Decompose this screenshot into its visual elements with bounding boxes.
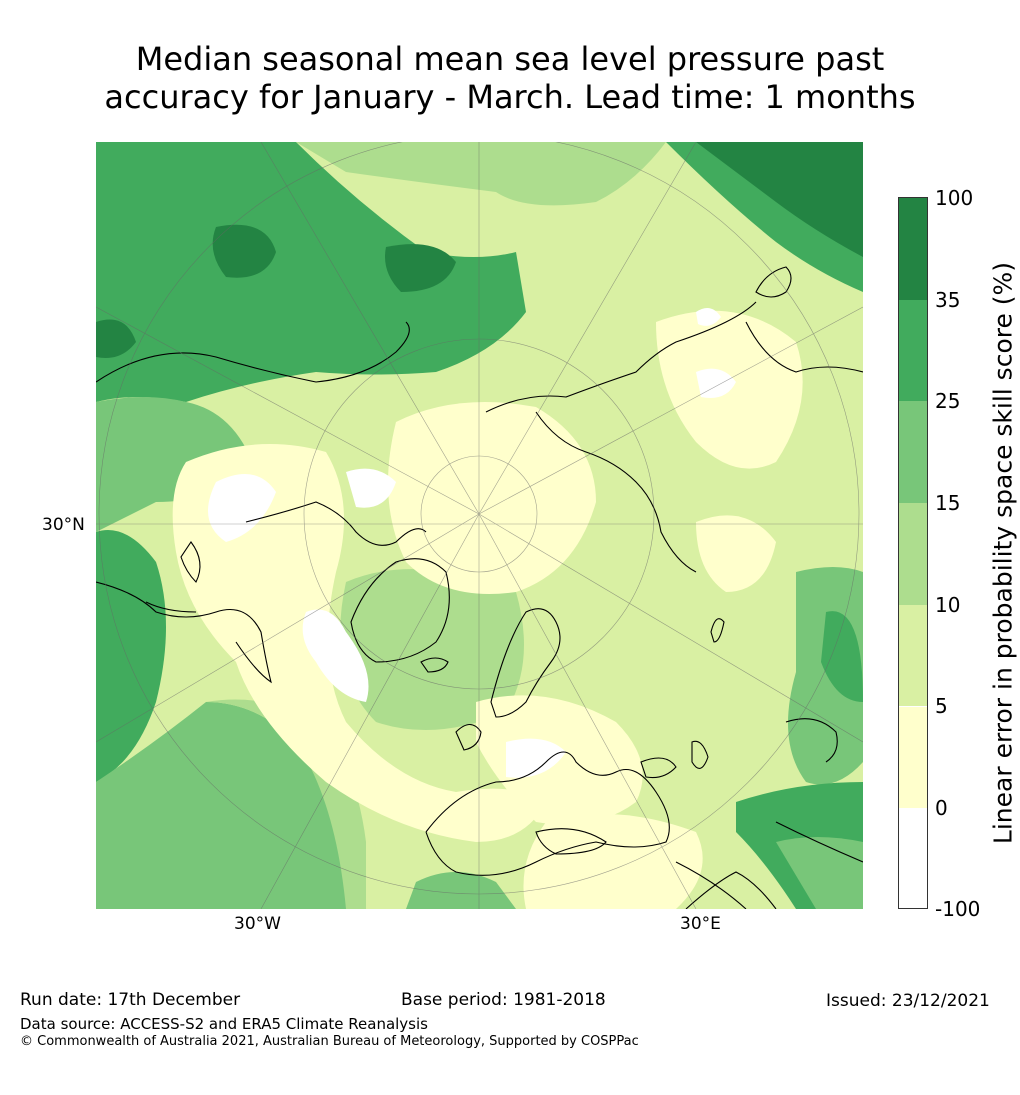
coast-black-sea bbox=[640, 757, 677, 779]
coast-china bbox=[785, 718, 838, 763]
chart-title: Median seasonal mean sea level pressure … bbox=[0, 40, 1020, 116]
field-se-light bbox=[776, 837, 863, 909]
colorbar-tick: 0 bbox=[935, 796, 948, 820]
coast-mediterranean bbox=[535, 828, 607, 855]
colorbar-tick: 25 bbox=[935, 389, 961, 413]
data-source: Data source: ACCESS-S2 and ERA5 Climate … bbox=[20, 1015, 428, 1033]
field-pale-sahara bbox=[523, 814, 703, 909]
field-sw-light bbox=[96, 702, 346, 909]
run-date: Run date: 17th December bbox=[20, 990, 241, 1010]
meridian-60e bbox=[478, 513, 863, 743]
colorbar-segment bbox=[899, 808, 927, 908]
coast-siberia bbox=[485, 301, 757, 413]
colorbar-segment bbox=[899, 401, 927, 504]
lon-label-30e: 30°E bbox=[680, 914, 721, 934]
colorbar-tick: 35 bbox=[935, 288, 961, 312]
meridian-120e bbox=[478, 306, 863, 515]
colorbar-segment bbox=[899, 604, 927, 707]
base-period: Base period: 1981-2018 bbox=[401, 990, 606, 1010]
lat-label-30n: 30°N bbox=[42, 515, 85, 535]
field-neg-atl-2 bbox=[506, 738, 566, 778]
field-west-light bbox=[96, 397, 256, 532]
field-nw-dark-2 bbox=[385, 244, 456, 292]
field-nw-medium bbox=[96, 142, 526, 402]
colorbar-tick: -100 bbox=[935, 897, 981, 921]
coast-russia-north bbox=[535, 411, 697, 573]
lon-label-30w: 30°W bbox=[234, 914, 281, 934]
field-neg-asia-2 bbox=[696, 308, 721, 326]
coast-europe bbox=[425, 751, 670, 876]
coast-hudson bbox=[180, 541, 201, 583]
meridian-150e bbox=[478, 142, 697, 515]
colorbar-tick: 10 bbox=[935, 593, 961, 617]
field-east-dark bbox=[821, 611, 863, 702]
field-top-light bbox=[296, 142, 666, 206]
colorbar-title: Linear error in probability space skill … bbox=[988, 261, 1018, 845]
field-nw-dark-3 bbox=[96, 319, 136, 358]
copyright: © Commonwealth of Australia 2021, Austra… bbox=[20, 1034, 639, 1049]
coast-canada-arctic bbox=[245, 501, 427, 546]
colorbar-segment bbox=[899, 299, 927, 402]
colorbar-segment bbox=[899, 503, 927, 605]
colorbar-segment bbox=[899, 706, 927, 809]
field-atlantic-green-2 bbox=[340, 569, 524, 730]
field-neg-asia bbox=[696, 368, 736, 398]
field-west-medium bbox=[96, 530, 166, 782]
coast-lake-baikal bbox=[710, 618, 725, 643]
title-line-2: accuracy for January - March. Lead time:… bbox=[104, 78, 916, 116]
field-pale-pole bbox=[388, 402, 596, 594]
coast-caspian bbox=[691, 740, 709, 769]
coast-east-asia bbox=[745, 321, 863, 373]
coast-north-america bbox=[96, 581, 272, 684]
graticule bbox=[96, 142, 863, 909]
colorbar-tick: 5 bbox=[935, 694, 948, 718]
coast-iceland bbox=[420, 657, 449, 673]
field-pale-west bbox=[172, 444, 546, 842]
coast-uk bbox=[455, 723, 482, 751]
coast-japan bbox=[755, 266, 792, 298]
coast-arabia bbox=[675, 861, 747, 909]
field-ne-dark bbox=[696, 142, 863, 257]
coastlines bbox=[96, 266, 863, 909]
colorbar bbox=[898, 197, 928, 909]
colorbar-segment bbox=[899, 198, 927, 300]
meridian-30w bbox=[260, 513, 480, 909]
field-nw-dark bbox=[212, 224, 276, 278]
coast-scandinavia bbox=[490, 608, 561, 718]
field-neg-west bbox=[208, 474, 276, 542]
meridian-120w bbox=[96, 306, 480, 515]
coast-se-asia bbox=[775, 821, 863, 863]
meridian-150w bbox=[260, 142, 480, 515]
title-line-1: Median seasonal mean sea level pressure … bbox=[135, 40, 885, 78]
polar-skill-map bbox=[96, 142, 863, 909]
field-neg-arctic bbox=[346, 468, 396, 508]
issued-date: Issued: 23/12/2021 bbox=[826, 991, 990, 1011]
colorbar-tick: 15 bbox=[935, 491, 961, 515]
coast-india bbox=[685, 871, 777, 909]
coast-alaska bbox=[96, 321, 410, 383]
field-south-mid bbox=[406, 872, 516, 909]
meridian-30e bbox=[478, 513, 697, 909]
field-pale-ne bbox=[696, 515, 776, 592]
meridian-60w bbox=[96, 513, 480, 743]
colorbar-tick: 100 bbox=[935, 186, 974, 210]
field-neg-atl bbox=[302, 609, 369, 702]
